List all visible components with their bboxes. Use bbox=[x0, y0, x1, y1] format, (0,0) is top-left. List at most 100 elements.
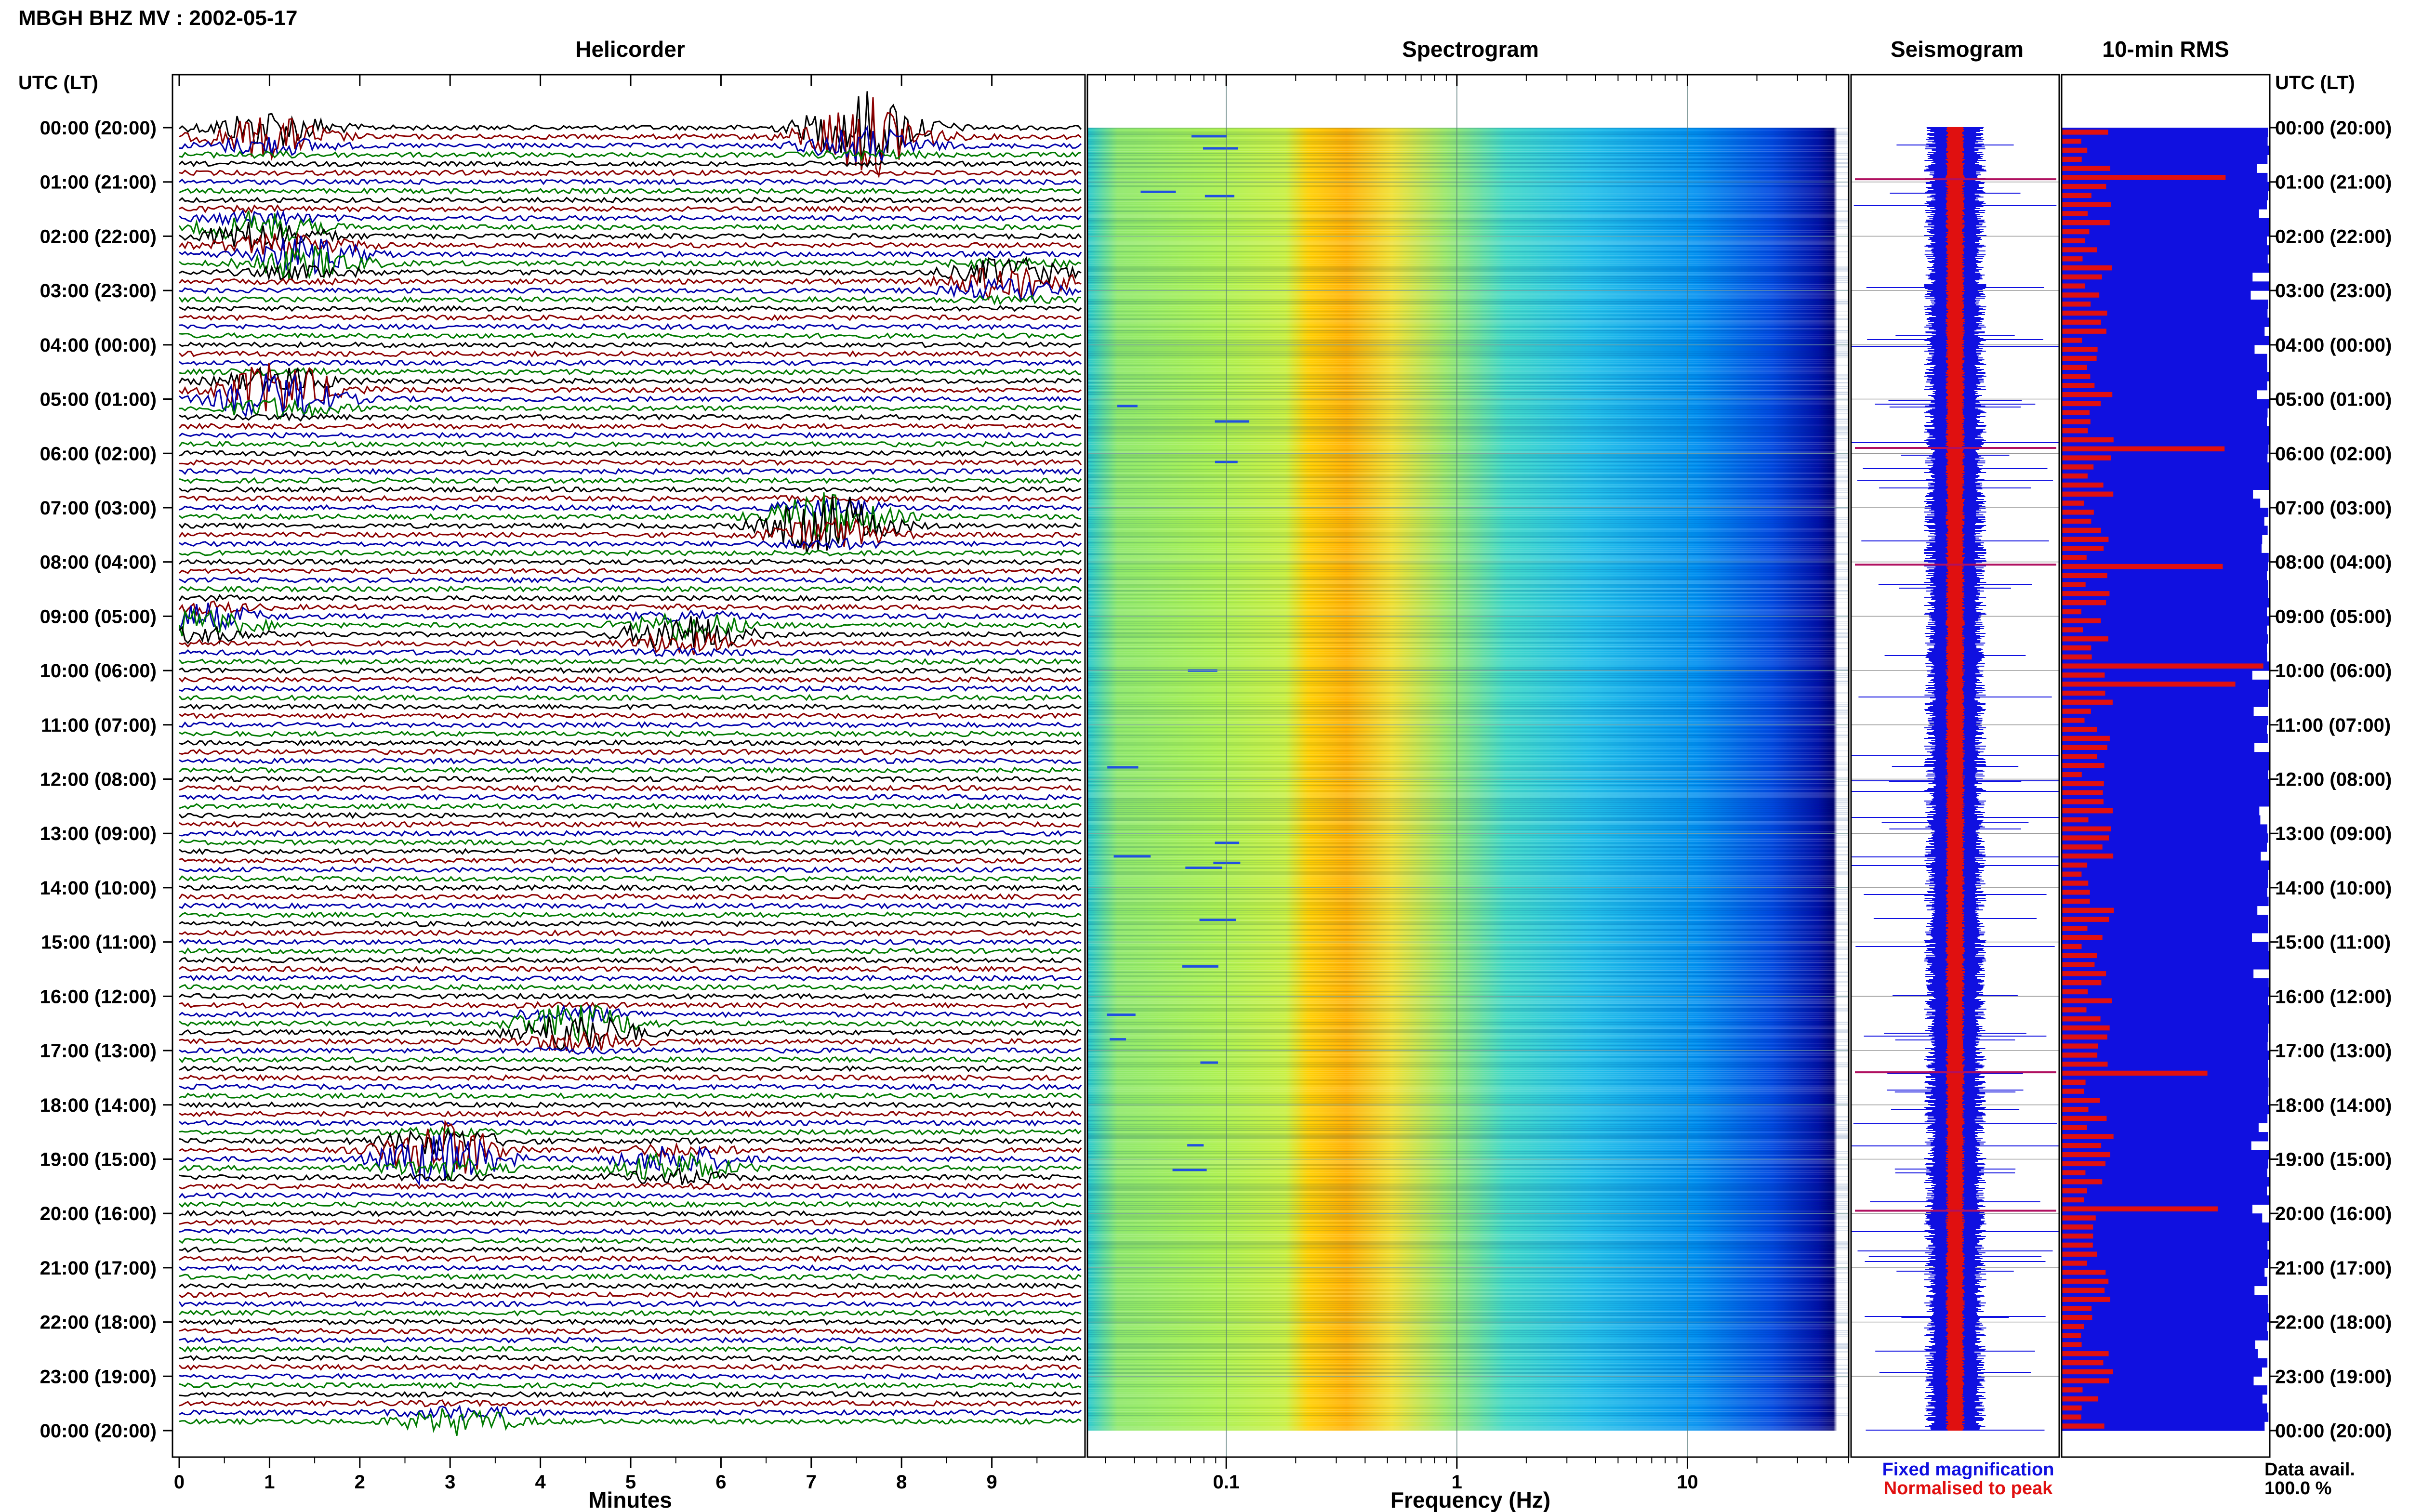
rms-bar-normalised bbox=[2062, 1333, 2081, 1339]
spectrogram-row-texture bbox=[1087, 1262, 1849, 1264]
spectrogram-row-texture bbox=[1087, 355, 1849, 356]
helicorder-trace-row bbox=[179, 1408, 1082, 1436]
helicorder-trace-row bbox=[179, 432, 1082, 439]
helicorder-trace-row bbox=[179, 537, 1082, 551]
spectrogram-row-texture bbox=[1087, 463, 1849, 464]
spectrogram-row-texture bbox=[1087, 158, 1849, 160]
spectrogram-row-texture bbox=[1087, 973, 1849, 975]
spectrogram-row-texture bbox=[1087, 197, 1849, 198]
spectrogram-row-texture bbox=[1087, 767, 1849, 769]
spectrogram-row-texture bbox=[1087, 862, 1849, 863]
spectrogram-row-texture bbox=[1087, 1060, 1849, 1062]
time-tick-label-right: 16:00 (12:00) bbox=[2275, 986, 2392, 1007]
spectrogram-row-texture bbox=[1087, 261, 1849, 262]
helicorder-trace-row bbox=[179, 694, 1082, 701]
spectrogram-row-texture bbox=[1087, 933, 1849, 934]
spectrogram-row-texture bbox=[1087, 966, 1849, 967]
spectrogram-row-texture bbox=[1087, 773, 1849, 775]
spectrogram-row-texture bbox=[1087, 203, 1849, 204]
spectrogram-speckle bbox=[1185, 866, 1222, 869]
rms-bar-normalised bbox=[2062, 817, 2089, 823]
time-tick-label-right: 15:00 (11:00) bbox=[2275, 932, 2391, 953]
spectrogram-row-texture bbox=[1087, 1185, 1849, 1187]
spectrogram-row-texture bbox=[1087, 748, 1849, 749]
spectrogram-row-texture bbox=[1087, 471, 1849, 472]
rms-bar-fixed bbox=[2062, 996, 2268, 1006]
spectrogram-row-texture bbox=[1087, 1239, 1849, 1241]
rms-bar-normalised bbox=[2062, 618, 2101, 624]
helicorder-trace-row bbox=[179, 549, 1082, 557]
helicorder-trace-row bbox=[179, 1016, 1082, 1051]
rms-bar-fixed bbox=[2062, 453, 2268, 463]
spectrogram-row-texture bbox=[1087, 804, 1849, 805]
helicorder-trace-row bbox=[179, 1264, 1082, 1272]
spectrogram-row-texture bbox=[1087, 1230, 1849, 1231]
rms-bar-normalised bbox=[2062, 609, 2081, 615]
spectrogram-row-texture bbox=[1087, 272, 1849, 274]
time-tick-label-left: 19:00 (15:00) bbox=[40, 1149, 157, 1170]
rms-bar-normalised bbox=[2062, 1224, 2093, 1230]
time-tick-label-left: 00:00 (20:00) bbox=[40, 1420, 157, 1442]
rms-bar-normalised bbox=[2062, 1306, 2092, 1311]
spectrogram-row-texture bbox=[1087, 1405, 1849, 1407]
spectrogram-row-texture bbox=[1087, 1139, 1849, 1141]
helicorder-trace-row bbox=[179, 667, 1082, 674]
spectrogram-row-texture bbox=[1087, 667, 1849, 669]
spectrogram-row-texture bbox=[1087, 380, 1849, 381]
spectrogram-row-texture bbox=[1087, 1153, 1849, 1154]
rms-bar-normalised bbox=[2062, 211, 2088, 216]
spectrogram-row-texture bbox=[1087, 906, 1849, 907]
spectrogram-row-texture bbox=[1087, 332, 1849, 333]
spectrogram-row-texture bbox=[1087, 247, 1849, 249]
helicorder-trace-row bbox=[179, 169, 1082, 176]
spectrogram-row-texture bbox=[1087, 278, 1849, 279]
spectrogram-row-texture bbox=[1087, 1386, 1849, 1387]
spectrogram-row-texture bbox=[1087, 1226, 1849, 1227]
spectrogram-row-texture bbox=[1087, 565, 1849, 566]
spectrogram-row-texture bbox=[1087, 1214, 1849, 1216]
spectrogram-row-texture bbox=[1087, 1305, 1849, 1306]
time-tick-label-left: 08:00 (04:00) bbox=[40, 552, 157, 573]
spectrogram-row-texture bbox=[1087, 376, 1849, 378]
spectrogram-row-texture bbox=[1087, 806, 1849, 807]
helicorder-trace-row bbox=[179, 911, 1082, 919]
spectrogram-row-texture bbox=[1087, 1056, 1849, 1058]
spectrogram-row-texture bbox=[1087, 1322, 1849, 1324]
rms-bar-fixed bbox=[2062, 1240, 2268, 1250]
rms-bar-normalised bbox=[2062, 808, 2113, 814]
spectrogram-row-texture bbox=[1087, 224, 1849, 225]
helicorder-trace-row bbox=[179, 956, 1082, 964]
spectrogram-row-texture bbox=[1087, 841, 1849, 842]
helicorder-trace-row bbox=[179, 294, 1082, 306]
spectrogram-row-texture bbox=[1087, 330, 1849, 331]
spectrogram-row-texture bbox=[1087, 721, 1849, 723]
minute-tick-label: 5 bbox=[625, 1472, 636, 1493]
spectrogram-row-texture bbox=[1087, 1309, 1849, 1310]
spectrogram-row-texture bbox=[1087, 370, 1849, 372]
helicorder-trace-row bbox=[179, 256, 1082, 286]
helicorder-trace-row bbox=[179, 1336, 1082, 1344]
spectrogram-row-texture bbox=[1087, 1072, 1849, 1073]
spectrogram-row-texture bbox=[1087, 571, 1849, 572]
spectrogram-row-texture bbox=[1087, 305, 1849, 306]
rms-bar-normalised bbox=[2062, 1079, 2086, 1085]
spectrogram-row-texture bbox=[1087, 1008, 1849, 1010]
spectrogram-speckle bbox=[1200, 1061, 1218, 1064]
spectrogram-row-texture bbox=[1087, 594, 1849, 595]
spectrogram-row-texture bbox=[1087, 617, 1849, 618]
rms-bar-normalised bbox=[2062, 1152, 2110, 1157]
rms-bar-fixed bbox=[2062, 788, 2270, 798]
minute-tick-label: 8 bbox=[896, 1472, 907, 1493]
spectrogram-row-texture bbox=[1087, 950, 1849, 952]
spectrogram-row-texture bbox=[1087, 351, 1849, 353]
spectrogram-row-texture bbox=[1087, 184, 1849, 185]
rms-bar-normalised bbox=[2062, 184, 2106, 189]
rms-bar-fixed bbox=[2062, 499, 2261, 508]
spectrogram-row-texture bbox=[1087, 1054, 1849, 1056]
time-tick-label-right: 11:00 (07:00) bbox=[2275, 715, 2391, 736]
rms-bar-fixed bbox=[2062, 734, 2268, 743]
helicorder-trace-row bbox=[179, 1133, 1082, 1186]
spectrogram-row-texture bbox=[1087, 1218, 1849, 1220]
spectrogram-row-texture bbox=[1087, 245, 1849, 247]
helicorder-trace-row bbox=[179, 1004, 1082, 1024]
